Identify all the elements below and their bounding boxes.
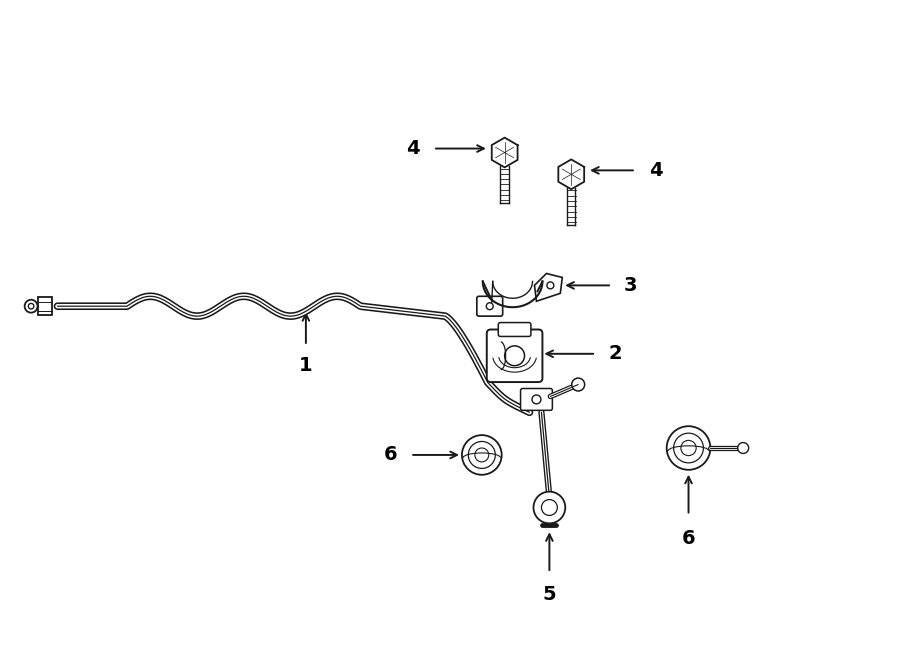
Circle shape [505, 346, 525, 366]
Circle shape [486, 303, 493, 309]
FancyBboxPatch shape [499, 323, 531, 336]
Circle shape [28, 303, 34, 309]
Circle shape [681, 440, 697, 455]
Circle shape [534, 492, 565, 524]
Text: 6: 6 [383, 446, 397, 465]
Polygon shape [535, 274, 562, 301]
Polygon shape [491, 137, 518, 167]
Text: 4: 4 [649, 161, 662, 180]
Text: 1: 1 [299, 356, 312, 375]
Text: 2: 2 [608, 344, 622, 364]
Text: 5: 5 [543, 585, 556, 604]
Circle shape [468, 442, 495, 469]
Polygon shape [558, 159, 584, 189]
Circle shape [547, 282, 553, 289]
Text: 3: 3 [624, 276, 637, 295]
FancyBboxPatch shape [520, 389, 553, 410]
Circle shape [667, 426, 710, 470]
Circle shape [738, 443, 749, 453]
Circle shape [572, 378, 585, 391]
Bar [38, 297, 52, 315]
Text: 4: 4 [407, 139, 420, 158]
Circle shape [674, 433, 704, 463]
Circle shape [24, 299, 38, 313]
Circle shape [462, 435, 501, 475]
FancyBboxPatch shape [477, 296, 503, 316]
Circle shape [475, 448, 489, 462]
FancyBboxPatch shape [487, 329, 543, 382]
Circle shape [532, 395, 541, 404]
Circle shape [542, 500, 557, 516]
Text: 6: 6 [681, 529, 696, 549]
